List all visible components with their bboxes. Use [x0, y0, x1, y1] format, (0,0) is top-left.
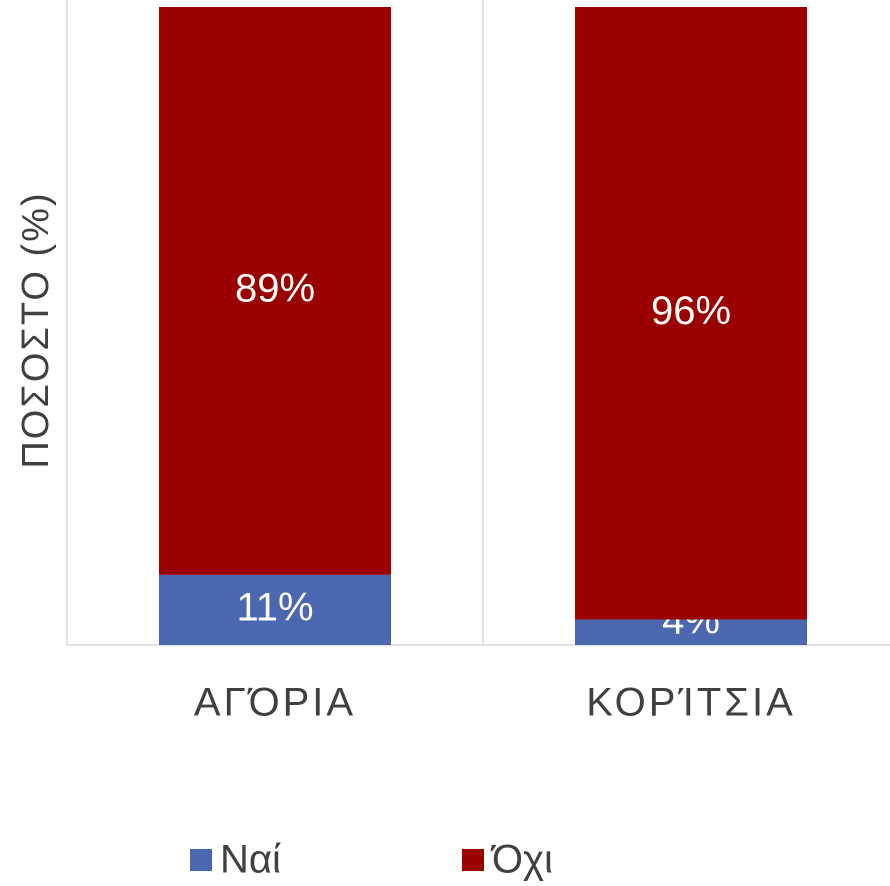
legend-label: Όχι	[490, 838, 553, 882]
data-label: 96%	[651, 289, 731, 333]
bar-segment	[159, 7, 391, 575]
bar-segment	[575, 7, 807, 620]
data-label: 11%	[236, 585, 313, 629]
legend-swatch	[190, 849, 212, 871]
legend-label: Ναί	[220, 838, 281, 882]
bar-segment	[159, 574, 391, 645]
x-tick-label: ΑΓΌΡΙΑ	[194, 681, 356, 725]
data-label: 89%	[235, 266, 315, 310]
bar-segment	[575, 619, 807, 645]
y-axis-label: ΠΟΣΟΣΤΟ (%)	[15, 191, 57, 468]
x-tick-label: ΚΟΡΊΤΣΙΑ	[586, 681, 796, 725]
legend-swatch	[462, 849, 484, 871]
